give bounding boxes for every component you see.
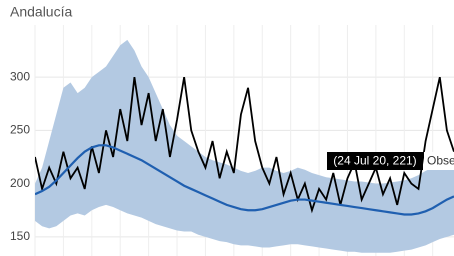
confidence-band [35,39,454,253]
y-tick-label: 150 [10,229,30,243]
tooltip-box-2 [424,152,454,170]
y-tick-label: 300 [10,69,30,83]
series-line [35,144,454,216]
tooltip-box [327,152,423,170]
series-line [35,76,454,214]
tooltip: (24 Jul 20, 221) Obse [327,152,454,170]
tooltip-text: (24 Jul 20, 221) [333,154,416,168]
y-tick-label: 250 [10,123,30,137]
tooltip-extra: Obse [427,154,454,168]
chart-title: Andalucía [10,4,72,20]
y-tick-label: 200 [10,176,30,190]
